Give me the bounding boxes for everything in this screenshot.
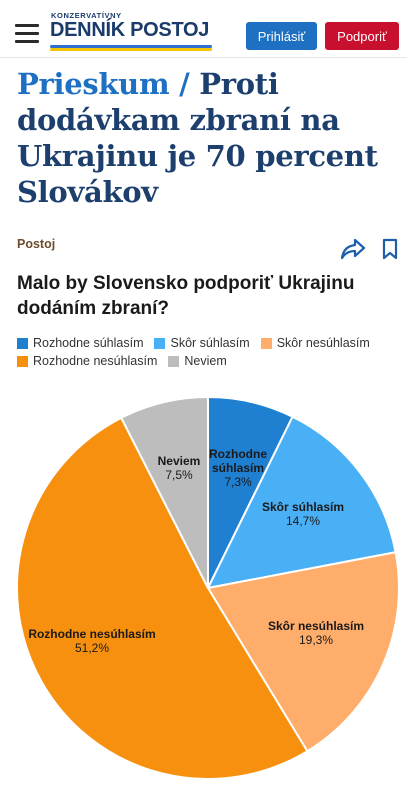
legend-label: Rozhodne súhlasím xyxy=(33,336,144,350)
slice-value: 7,5% xyxy=(165,468,193,482)
legend-item-skor-nesuhlasim[interactable]: Skôr nesúhlasím xyxy=(260,336,370,350)
slice-value: 51,2% xyxy=(75,641,109,655)
headline-title: Proti dodávkam zbraní na Ukrajinu je 70 … xyxy=(17,67,378,209)
slice-label: Neviem xyxy=(158,454,201,468)
slice-label: súhlasím xyxy=(212,461,264,475)
article-headline: Prieskum / Proti dodávkam zbraní na Ukra… xyxy=(17,66,397,210)
pie-slice xyxy=(206,551,400,753)
logo-tagline: KONZERVATÍVNY xyxy=(51,11,122,20)
legend-item-rozhodne-nesuhlasim[interactable]: Rozhodne nesúhlasím xyxy=(17,354,157,368)
slice-value: 14,7% xyxy=(286,514,320,528)
legend-label: Rozhodne nesúhlasím xyxy=(33,354,158,368)
headline-kicker: Prieskum / xyxy=(17,67,190,101)
chart-title: Malo by Slovensko podporiť Ukrajinu dodá… xyxy=(17,273,355,319)
legend-swatch xyxy=(168,355,180,367)
pie-slice xyxy=(119,395,209,589)
legend-item-rozhodne-suhlasim[interactable]: Rozhodne súhlasím xyxy=(17,336,143,350)
slice-label: Rozhodne xyxy=(209,447,267,461)
chart-legend: Rozhodne súhlasím Skôr súhlasím Skôr nes… xyxy=(17,334,402,370)
site-logo[interactable]: KONZERVATÍVNY DENNÍK POSTOJ xyxy=(50,11,220,55)
flag-yellow-stripe xyxy=(50,48,212,51)
legend-label: Skôr nesúhlasím xyxy=(276,336,370,350)
legend-label: Neviem xyxy=(184,354,227,368)
legend-row: Rozhodne súhlasím Skôr súhlasím Skôr nes… xyxy=(17,334,402,352)
slice-label: Rozhodne nesúhlasím xyxy=(28,627,155,641)
hamburger-line xyxy=(15,24,39,27)
hamburger-line xyxy=(15,32,39,35)
slice-label: Skôr nesúhlasím xyxy=(268,619,364,633)
slice-value: 19,3% xyxy=(299,633,333,647)
legend-swatch xyxy=(17,337,28,349)
bookmark-icon[interactable] xyxy=(382,238,398,260)
logo-wordmark: DENNÍK POSTOJ xyxy=(50,19,210,41)
share-icon[interactable] xyxy=(340,237,366,261)
ukraine-flag-underline xyxy=(50,45,212,51)
flag-blue-stripe xyxy=(50,45,212,48)
legend-swatch xyxy=(260,337,272,349)
pie-slice xyxy=(206,415,397,590)
legend-swatch xyxy=(17,355,28,367)
legend-item-skor-suhlasim[interactable]: Skôr súhlasím xyxy=(154,336,250,350)
slice-label: Skôr súhlasím xyxy=(262,500,344,514)
legend-item-neviem[interactable]: Neviem xyxy=(168,354,227,368)
pie-slice xyxy=(16,416,309,780)
login-button[interactable]: Prihlásiť xyxy=(246,22,317,50)
legend-swatch xyxy=(154,337,166,349)
slice-value: 7,3% xyxy=(224,475,252,489)
hamburger-line xyxy=(15,40,39,43)
support-button[interactable]: Podporiť xyxy=(325,22,399,50)
hamburger-icon[interactable] xyxy=(15,24,39,43)
legend-row: Rozhodne nesúhlasím Neviem xyxy=(17,352,402,370)
legend-label: Skôr súhlasím xyxy=(170,336,250,350)
top-bar: KONZERVATÍVNY DENNÍK POSTOJ Prihlásiť Po… xyxy=(0,0,407,58)
article-author[interactable]: Postoj xyxy=(17,237,56,251)
